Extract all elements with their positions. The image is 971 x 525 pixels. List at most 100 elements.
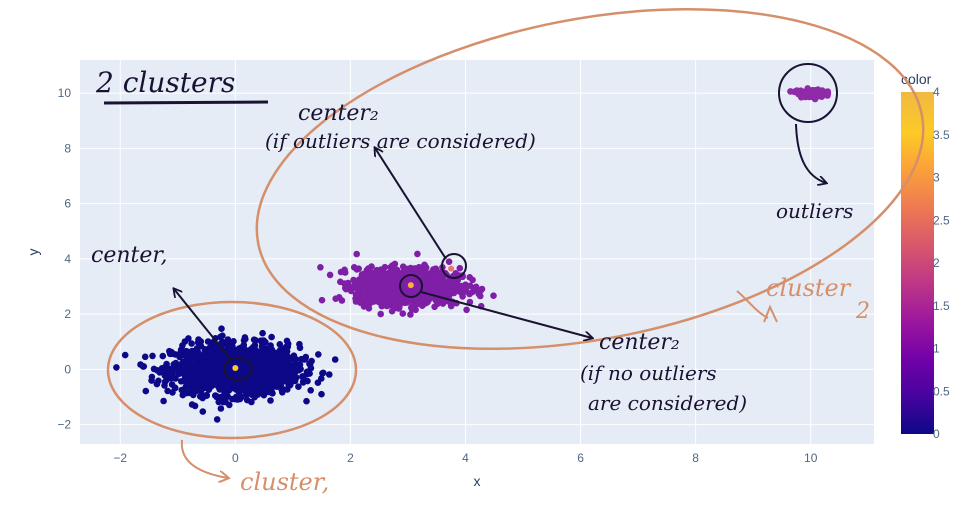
scatter-point	[252, 384, 259, 391]
scatter-point	[391, 291, 398, 299]
colorbar-tick-label: 1	[933, 342, 940, 356]
x-tick-label: 0	[232, 451, 239, 465]
scatter-point	[376, 272, 383, 279]
scatter-point	[808, 87, 815, 95]
scatter-point	[264, 358, 272, 366]
x-tick-label: 10	[804, 451, 818, 465]
center1-arrow	[174, 289, 233, 362]
scatter-point	[193, 345, 201, 352]
scatter-point	[113, 364, 120, 371]
cluster-centers	[232, 265, 455, 372]
scatter-point	[234, 346, 241, 354]
scatter-point	[787, 88, 794, 95]
scatter-point	[168, 381, 176, 388]
center2-arrow	[420, 291, 592, 338]
center2-label-1: center₂	[599, 330, 680, 355]
scatter-point	[172, 359, 180, 367]
scatter-point	[259, 329, 266, 337]
scatter-point	[301, 355, 309, 363]
cluster2-pointer-head	[763, 304, 778, 323]
scatter-point	[352, 298, 360, 305]
scatter-point	[287, 364, 295, 371]
scatter-point	[268, 345, 275, 353]
scatter-point	[397, 271, 405, 279]
scatter-point	[189, 369, 197, 377]
scatter-point	[275, 370, 283, 377]
scatter-point	[824, 90, 832, 97]
scatter-point	[258, 347, 266, 355]
y-axis-ticks: −2 0 2 4 6 8 10	[57, 86, 71, 432]
scatter-point	[299, 379, 307, 386]
scatter-point	[196, 393, 204, 400]
scatter-point	[219, 338, 226, 346]
scatter-point	[170, 366, 178, 374]
scatter-point	[175, 370, 182, 378]
cluster2-label: cluster	[766, 274, 852, 302]
scatter-point	[164, 387, 171, 395]
scatter-point	[243, 390, 250, 398]
annotation-title: 2 clusters	[95, 66, 235, 99]
scatter-point	[372, 280, 380, 287]
scatter-point	[257, 362, 265, 370]
scatter-point	[421, 262, 429, 270]
scatter-point	[200, 367, 207, 375]
center1-circle	[223, 357, 253, 381]
center2-circle	[399, 274, 423, 298]
scatter-point	[267, 397, 274, 404]
scatter-point	[315, 351, 322, 358]
scatter-point	[303, 368, 311, 376]
scatter-point	[226, 401, 233, 409]
colorbar-tick-label: 2.5	[933, 213, 950, 227]
scatter-point	[463, 306, 470, 314]
colorbar-tick-label: 1.5	[933, 299, 950, 313]
center2-outlier-label-1: center₂	[298, 101, 379, 126]
scatter-point	[155, 377, 162, 385]
colorbar-tick-label: 0	[933, 427, 940, 441]
scatter-point	[441, 290, 449, 297]
scatter-point	[445, 258, 453, 266]
x-tick-label: 8	[692, 451, 699, 465]
scatter-point	[434, 275, 441, 282]
scatter-point	[241, 334, 249, 341]
scatter-point	[278, 352, 285, 359]
scatter-point	[341, 280, 348, 287]
scatter-point	[159, 352, 167, 360]
scatter-point	[217, 333, 224, 341]
scatter-point	[378, 298, 386, 305]
scatter-point	[205, 352, 213, 359]
scatter-point	[269, 355, 276, 363]
scatter-point	[407, 311, 414, 318]
scatter-point	[208, 357, 216, 365]
scatter-point	[456, 286, 463, 294]
center1-label: center,	[91, 243, 167, 268]
scatter-point	[198, 381, 205, 388]
scatter-point	[161, 382, 168, 389]
scatter-point	[215, 398, 222, 406]
scatter-point	[319, 370, 326, 377]
scatter-point	[184, 377, 191, 384]
outliers-label: outliers	[776, 199, 853, 223]
scatter-point	[363, 298, 371, 306]
scatter-point	[262, 381, 270, 389]
scatter-point	[178, 386, 186, 394]
colorbar-tick-label: 3	[933, 171, 940, 185]
center2-label-2: (if no outliers	[580, 361, 717, 385]
scatter-point	[180, 366, 187, 374]
scatter-point	[265, 366, 272, 374]
scatter-point	[303, 397, 310, 405]
scatter-point	[276, 341, 284, 348]
y-tick-label: −2	[57, 418, 71, 432]
scatter-point	[355, 276, 363, 283]
scatter-point	[373, 266, 381, 274]
scatter-point	[176, 351, 184, 359]
cluster2-subscript: 2	[855, 299, 870, 324]
scatter-point	[347, 287, 355, 295]
scatter-point	[307, 387, 315, 394]
scatter-point	[365, 265, 372, 272]
scatter-point	[318, 375, 325, 382]
scatter-point	[253, 368, 260, 376]
scatter-point	[363, 292, 371, 300]
center2-outlier-label-2: (if outliers are considered)	[265, 129, 536, 153]
center-point	[407, 282, 414, 289]
scatter-point	[471, 285, 479, 293]
